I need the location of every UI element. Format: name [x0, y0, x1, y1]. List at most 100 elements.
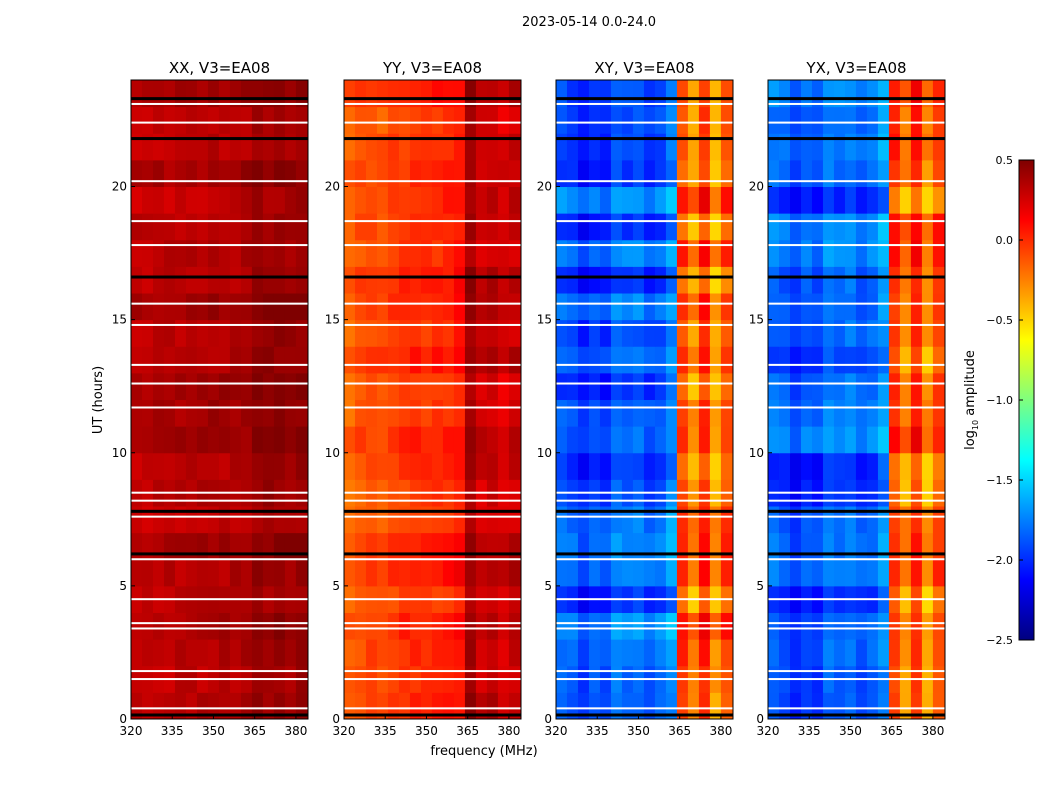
flag-white — [344, 406, 521, 409]
heatmap-cell — [632, 266, 645, 294]
heatmap-cell — [768, 293, 780, 321]
heatmap-cell — [778, 452, 791, 480]
heatmap-cell — [163, 266, 176, 294]
heatmap-cell — [654, 559, 667, 587]
heatmap-cell — [398, 399, 411, 427]
heatmap-cell — [508, 293, 522, 321]
heatmap-cell — [855, 159, 868, 187]
heatmap-cell — [431, 612, 444, 640]
heatmap-cell — [822, 159, 835, 187]
y-tick-label: 5 — [544, 579, 552, 593]
heatmap-cell — [152, 319, 165, 347]
heatmap-cell — [218, 293, 231, 321]
heatmap-cell — [676, 186, 689, 214]
heatmap-cell — [566, 612, 579, 640]
heatmap-cell — [844, 532, 857, 560]
heatmap-cell — [284, 213, 297, 241]
heatmap-cell — [698, 532, 711, 560]
heatmap-cell — [420, 213, 433, 241]
heatmap-cell — [152, 293, 165, 321]
heatmap-cell — [910, 372, 923, 400]
heatmap-cell — [844, 399, 857, 427]
heatmap-cell — [665, 506, 678, 534]
heatmap-cell — [822, 426, 835, 454]
heatmap-cell — [420, 506, 433, 534]
flag-white — [556, 180, 733, 183]
heatmap-cell — [251, 106, 264, 134]
heatmap-cell — [163, 372, 176, 400]
heatmap-cell — [431, 692, 444, 720]
heatmap-cell — [888, 346, 901, 374]
heatmap-cell — [833, 213, 846, 241]
y-tick-label: 0 — [332, 712, 340, 726]
heatmap-cell — [588, 293, 601, 321]
heatmap-cell — [665, 186, 678, 214]
heatmap-cell — [698, 559, 711, 587]
heatmap-cell — [676, 213, 689, 241]
heatmap-cell — [654, 612, 667, 640]
heatmap-cell — [475, 293, 488, 321]
flag-white — [344, 491, 521, 494]
heatmap-cell — [131, 159, 143, 187]
heatmap-cell — [284, 266, 297, 294]
heatmap-cell — [486, 426, 499, 454]
heatmap-cell — [409, 452, 422, 480]
heatmap-cell — [442, 346, 455, 374]
heatmap-cell — [442, 426, 455, 454]
heatmap-cell — [196, 319, 209, 347]
heatmap-cell — [344, 452, 356, 480]
heatmap-cell — [778, 186, 791, 214]
heatmap-cell — [643, 506, 656, 534]
heatmap-cell — [811, 399, 824, 427]
heatmap-cell — [229, 319, 242, 347]
heatmap-cell — [599, 159, 612, 187]
flag-black — [344, 275, 521, 279]
heatmap-cell — [131, 532, 143, 560]
heatmap-cell — [665, 266, 678, 294]
heatmap-cell — [284, 639, 297, 667]
flag-white — [768, 406, 945, 409]
heatmap-cell — [577, 639, 590, 667]
heatmap-cell — [174, 452, 187, 480]
heatmap-cell — [365, 186, 378, 214]
heatmap-cell — [654, 372, 667, 400]
heatmap-cell — [899, 319, 912, 347]
heatmap-cell — [273, 239, 286, 267]
flag-white — [131, 598, 308, 601]
heatmap-cell — [599, 293, 612, 321]
heatmap-cell — [409, 532, 422, 560]
heatmap-cell — [486, 213, 499, 241]
heatmap-cell — [207, 506, 220, 534]
y-tick-label: 10 — [325, 446, 340, 460]
heatmap-cell — [163, 506, 176, 534]
heatmap-cell — [768, 559, 780, 587]
heatmap-cell — [566, 399, 579, 427]
heatmap-cell — [295, 293, 309, 321]
heatmap-cell — [365, 612, 378, 640]
heatmap-cell — [778, 106, 791, 134]
heatmap-cell — [174, 426, 187, 454]
x-tick-label: 335 — [374, 724, 397, 738]
heatmap-cell — [185, 266, 198, 294]
heatmap-cell — [344, 159, 356, 187]
y-tick-label: 0 — [119, 712, 127, 726]
heatmap-cell — [768, 506, 780, 534]
heatmap-cell — [344, 106, 356, 134]
heatmap-cell — [899, 293, 912, 321]
heatmap-cell — [240, 319, 253, 347]
heatmap-cell — [262, 319, 275, 347]
heatmap-cell — [453, 239, 466, 267]
heatmap-cell — [654, 426, 667, 454]
heatmap-cell — [610, 266, 623, 294]
heatmap-cell — [464, 612, 477, 640]
heatmap-cell — [709, 319, 722, 347]
heatmap-cell — [811, 213, 824, 241]
heatmap-cell — [387, 106, 400, 134]
flag-white — [556, 707, 733, 710]
heatmap-cell — [665, 559, 678, 587]
heatmap-cell — [621, 266, 634, 294]
heatmap-cell — [844, 239, 857, 267]
heatmap-cell — [643, 612, 656, 640]
heatmap-cell — [284, 452, 297, 480]
